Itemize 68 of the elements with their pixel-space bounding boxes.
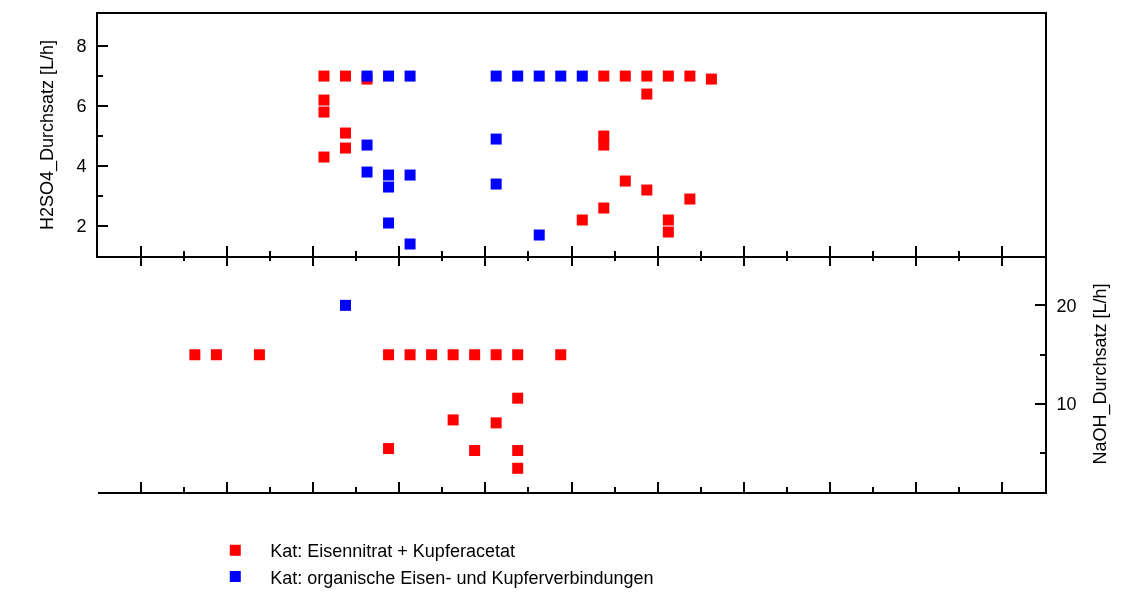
point (662, 70, 674, 82)
point (533, 70, 545, 82)
point (447, 414, 459, 426)
point (490, 70, 502, 82)
point (404, 169, 416, 181)
point (318, 94, 330, 106)
point (684, 193, 696, 205)
point (340, 299, 352, 311)
point (684, 70, 696, 82)
point (318, 151, 330, 163)
point (490, 417, 502, 429)
point (426, 349, 438, 361)
y2-tick-label: 10 (1056, 394, 1077, 415)
point (662, 226, 674, 238)
point (598, 70, 610, 82)
point (555, 349, 567, 361)
y-tick-label: 4 (76, 156, 87, 177)
point (619, 175, 631, 187)
point (469, 445, 481, 457)
point (598, 202, 610, 214)
point (469, 349, 481, 361)
point (512, 70, 524, 82)
point (447, 349, 459, 361)
point (404, 349, 416, 361)
point (340, 70, 352, 82)
legend-label: Kat: Eisennitrat + Kupferacetat (270, 541, 515, 562)
point (490, 133, 502, 145)
point (361, 166, 373, 178)
y2-tick-label: 20 (1056, 295, 1077, 316)
point (340, 142, 352, 154)
y-tick-label: 6 (76, 96, 87, 117)
point (533, 229, 545, 241)
point (641, 70, 653, 82)
point (383, 443, 395, 455)
point (318, 106, 330, 118)
point (490, 178, 502, 190)
point (210, 349, 222, 361)
y-tick-label: 2 (76, 216, 87, 237)
point (512, 445, 524, 457)
point (555, 70, 567, 82)
point (598, 139, 610, 151)
point (340, 127, 352, 139)
point (383, 169, 395, 181)
y2-axis-title: NaOH_Durchsatz [L/h] (1090, 283, 1112, 465)
point (404, 70, 416, 82)
point (383, 217, 395, 229)
point (641, 184, 653, 196)
point (619, 70, 631, 82)
point (383, 349, 395, 361)
point (318, 70, 330, 82)
point (512, 392, 524, 404)
point (705, 73, 717, 85)
point (361, 139, 373, 151)
point (512, 462, 524, 474)
point (641, 88, 653, 100)
point (576, 214, 588, 226)
point (404, 238, 416, 250)
y-tick-label: 8 (76, 36, 87, 57)
point (576, 70, 588, 82)
point (253, 349, 265, 361)
point (383, 70, 395, 82)
legend-label: Kat: organische Eisen- und Kupferverbindungen (270, 567, 654, 588)
y-axis-title: H2SO4_Durchsatz [L/h] (37, 39, 59, 231)
point (383, 181, 395, 193)
point (662, 214, 674, 226)
point (189, 349, 201, 361)
point (512, 349, 524, 361)
point (490, 349, 502, 361)
